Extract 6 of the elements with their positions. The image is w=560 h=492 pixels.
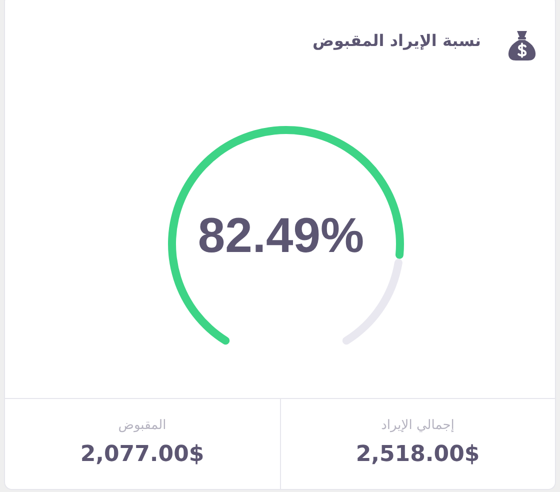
data-label: 82.49% (196, 208, 366, 265)
text: المقبوض (117, 417, 168, 435)
text: 2,518.00$ (354, 441, 481, 469)
text: إجمالي الإيراد (380, 417, 456, 435)
text: 2,077.00$ (79, 441, 206, 469)
chart-title: نسبة الإيراد المقبوض (312, 30, 481, 52)
